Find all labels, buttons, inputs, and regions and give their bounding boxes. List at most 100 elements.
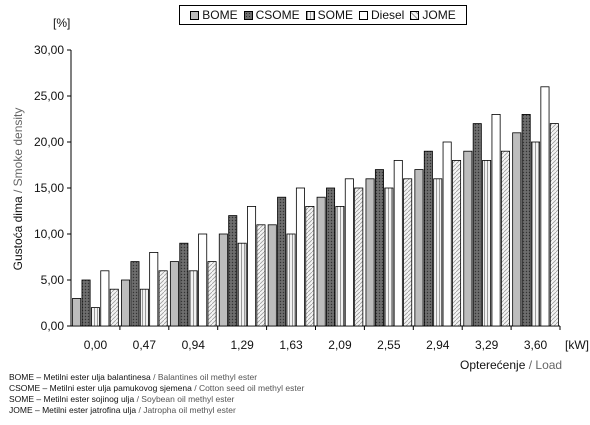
x-tick-label: 0,47: [133, 338, 157, 352]
bar-bome-6: [365, 178, 375, 327]
bar-jome-3: [256, 224, 266, 327]
note-bome: BOME – Metilni ester ulja balantinesa / …: [9, 372, 304, 383]
note-abbr: BOME: [9, 372, 35, 382]
x-tick-label: 2,09: [328, 338, 352, 352]
note-abbr: CSOME: [9, 383, 41, 393]
bar-csome-9: [521, 114, 531, 327]
legend-item-jome: JOME: [410, 8, 456, 22]
bar-csome-5: [326, 187, 336, 327]
note-hr: Metilni ester ulja pamukovog sjemena: [49, 383, 192, 393]
bar-diesel-8: [491, 114, 501, 327]
note-sep: /: [136, 405, 144, 415]
note-en: Jatropha oil methyl ester: [143, 405, 236, 415]
bar-diesel-4: [295, 187, 305, 327]
note-abbr: JOME: [9, 405, 33, 415]
legend-label: BOME: [202, 8, 238, 22]
bar-diesel-3: [247, 205, 257, 327]
bar-jome-1: [158, 270, 168, 327]
y-tick-label: 20,00: [34, 135, 64, 149]
bar-diesel-5: [344, 178, 354, 327]
legend-item-bome: BOME: [190, 8, 238, 22]
x-tick-label: 2,94: [426, 338, 450, 352]
note-en: Balantines oil methyl ester: [157, 372, 258, 382]
bar-jome-6: [403, 178, 413, 327]
note-dash: –: [40, 383, 50, 393]
bar-jome-8: [500, 150, 510, 327]
legend-item-some: SOME: [305, 8, 353, 22]
bar-bome-9: [512, 132, 522, 327]
bar-csome-3: [228, 215, 238, 327]
bar-jome-9: [549, 123, 559, 327]
y-tick-label: 30,00: [34, 43, 64, 57]
note-dash: –: [32, 405, 43, 415]
note-abbr: SOME: [9, 394, 35, 404]
bar-csome-8: [472, 123, 482, 327]
note-hr: Metilni ester sojinog ulja: [43, 394, 135, 404]
bar-jome-5: [354, 187, 364, 327]
bar-some-8: [482, 159, 492, 327]
x-tick-label: 1,29: [230, 338, 254, 352]
x-tick-label: 0,00: [84, 338, 108, 352]
note-sep: /: [191, 383, 199, 393]
chart-bars: [72, 86, 559, 327]
bar-bome-5: [316, 196, 326, 327]
legend-item-csome: CSOME: [243, 8, 300, 22]
x-axis-title-en: Load: [535, 358, 563, 372]
bar-some-2: [188, 270, 198, 327]
x-tick-label: 3,29: [475, 338, 499, 352]
bar-bome-4: [267, 224, 277, 327]
x-axis-title-main: Opterećenje: [460, 358, 526, 372]
note-hr: Metilni ester ulja balantinesa: [43, 372, 151, 382]
bar-diesel-1: [149, 251, 159, 327]
bar-some-1: [139, 288, 149, 327]
legend-swatch: [305, 10, 315, 20]
legend-swatch: [410, 10, 420, 20]
y-tick-label: 5,00: [41, 273, 65, 287]
bar-diesel-2: [198, 233, 208, 327]
x-tick-label: 2,55: [377, 338, 401, 352]
x-tick-label: 1,63: [279, 338, 303, 352]
bar-jome-0: [109, 288, 119, 327]
x-tick-label: 3,60: [524, 338, 548, 352]
y-tick-label: 15,00: [34, 181, 64, 195]
bar-csome-1: [130, 261, 140, 327]
y-axis-title-sep: /: [11, 186, 25, 197]
legend-label: CSOME: [255, 8, 300, 22]
y-tick-label: 25,00: [34, 89, 64, 103]
legend-label: Diesel: [371, 8, 405, 22]
bar-csome-4: [277, 196, 287, 327]
note-jome: JOME – Metilni ester jatrofina ulja / Ja…: [9, 405, 304, 416]
legend-label: SOME: [317, 8, 353, 22]
bar-bome-1: [121, 279, 131, 327]
bar-some-6: [384, 187, 394, 327]
bar-jome-7: [452, 159, 462, 327]
bar-some-5: [335, 205, 345, 327]
legend-item-diesel: Diesel: [359, 8, 404, 22]
bar-bome-3: [218, 233, 228, 327]
y-axis-unit: [%]: [53, 16, 71, 30]
bar-some-3: [237, 242, 247, 327]
note-en: Cotton seed oil methyl ester: [198, 383, 305, 393]
bar-csome-0: [81, 279, 91, 327]
abbreviation-notes: BOME – Metilni ester ulja balantinesa / …: [9, 372, 304, 416]
bar-some-9: [531, 141, 541, 327]
bar-bome-2: [169, 261, 179, 327]
y-axis-title: Gustoća dima / Smoke density: [11, 54, 25, 324]
y-tick-label: 0,00: [41, 319, 65, 333]
x-axis-unit: [kW]: [565, 338, 589, 352]
legend-label: JOME: [422, 8, 456, 22]
bar-jome-2: [207, 261, 217, 327]
bar-diesel-0: [100, 270, 110, 327]
x-axis-title: Opterećenje / Load: [460, 358, 562, 372]
bar-some-0: [90, 307, 100, 327]
y-axis-title-main: Gustoća dima: [11, 196, 25, 271]
chart-tick-labels: 0,00 5,00 10,00 15,00 20,00 25,00 30,00 0,00 0,4…: [34, 43, 548, 352]
legend-swatch: [190, 10, 200, 20]
bar-jome-4: [305, 205, 315, 327]
bar-bome-0: [72, 297, 82, 327]
bar-diesel-7: [442, 141, 452, 327]
legend-swatch: [359, 10, 368, 20]
note-hr: Metilni ester jatrofina ulja: [42, 405, 137, 415]
chart-legend: BOME CSOME SOME Diesel JOME: [179, 5, 467, 25]
